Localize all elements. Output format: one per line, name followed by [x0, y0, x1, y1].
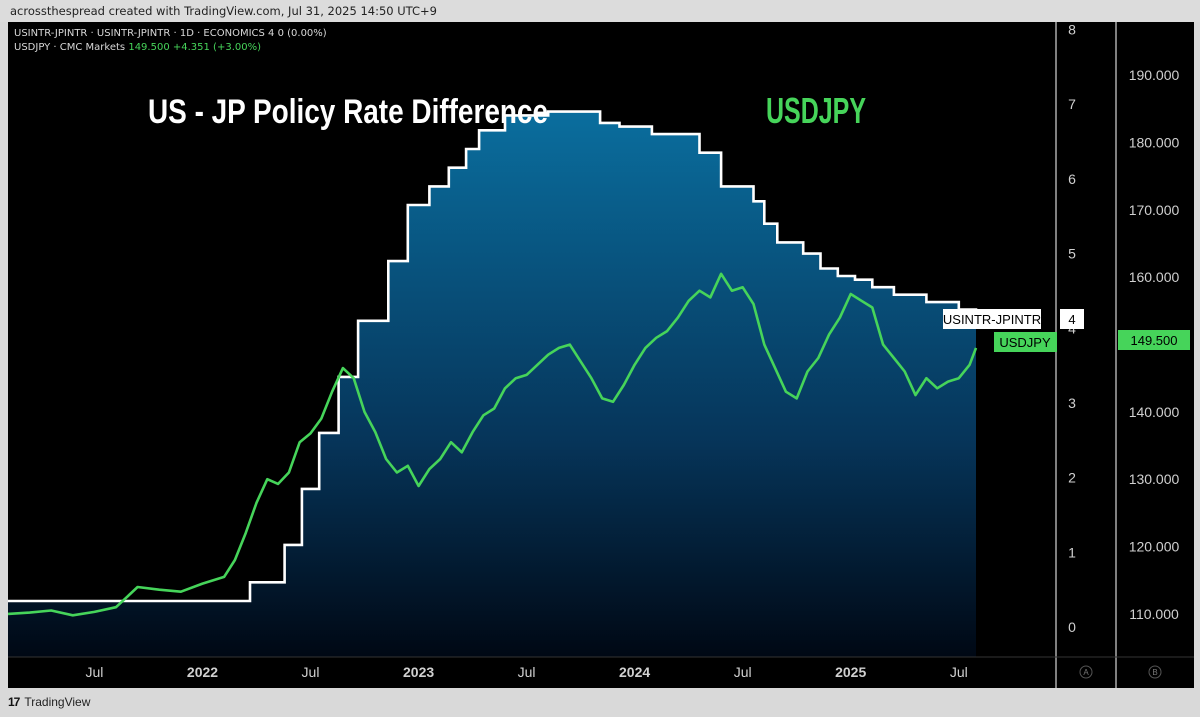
tradingview-logo-icon: 17	[8, 695, 20, 709]
legend-line-1[interactable]: USINTR-JPINTR · USINTR-JPINTR · 1D · ECO…	[14, 28, 327, 39]
time-tick-label: Jul	[85, 664, 103, 680]
axis-letter-b[interactable]: B	[1148, 665, 1162, 679]
svg-text:B: B	[1152, 668, 1157, 677]
time-tick-label: Jul	[734, 664, 752, 680]
time-tick-label: 2022	[187, 664, 218, 680]
right-tick-label: 140.000	[1129, 404, 1180, 420]
rate-diff-area	[8, 111, 976, 658]
usdjpy-last-label[interactable]: USDJPY 149.500	[994, 330, 1190, 352]
svg-text:A: A	[1083, 668, 1089, 677]
axis-letter-a[interactable]: A	[1079, 665, 1093, 679]
right-tick-label: 180.000	[1129, 135, 1180, 151]
left-tick-label: 1	[1068, 544, 1076, 560]
rate-last-value: 4	[1068, 312, 1075, 327]
legend-rate-symbol: USINTR-JPINTR · USINTR-JPINTR · 1D · ECO…	[14, 28, 265, 39]
usdjpy-last-value: 149.500	[1131, 333, 1178, 348]
right-tick-label: 190.000	[1129, 67, 1180, 83]
time-axis-ticks: Jul 2022 Jul 2023 Jul 2024 Jul 2025 Jul	[85, 664, 967, 680]
usdjpy-line[interactable]	[8, 272, 978, 617]
right-tick-label: 160.000	[1129, 269, 1180, 285]
legend-line-2[interactable]: USDJPY · CMC Markets 149.500 +4.351 (+3.…	[14, 42, 261, 53]
left-tick-label: 2	[1068, 470, 1076, 486]
right-tick-label: 130.000	[1129, 471, 1180, 487]
watermark-text: acrossthespread created with TradingView…	[10, 4, 437, 18]
usdjpy-last-label-text: USDJPY	[999, 335, 1051, 350]
footer-bar: 17 TradingView	[0, 688, 1200, 717]
tradingview-brand[interactable]: 17 TradingView	[8, 695, 90, 709]
rate-last-label[interactable]: USINTR-JPINTR 4	[943, 309, 1084, 329]
watermark-bar: acrossthespread created with TradingView…	[0, 0, 1200, 22]
chart-title-left: US - JP Policy Rate Difference	[148, 93, 548, 131]
chart-panel[interactable]: 012345678 110.000120.000130.000140.00015…	[8, 22, 1194, 688]
time-tick-label: 2025	[835, 664, 866, 680]
legend-usdjpy-change: +4.351 (+3.00%)	[172, 42, 262, 53]
rate-diff-line[interactable]	[8, 110, 978, 603]
legend-usdjpy-price: 149.500	[128, 42, 170, 53]
time-tick-label: Jul	[518, 664, 536, 680]
left-tick-label: 8	[1068, 22, 1076, 38]
left-tick-label: 7	[1068, 96, 1076, 112]
right-tick-label: 110.000	[1129, 606, 1179, 622]
right-axis-ticks: 110.000120.000130.000140.000150.000160.0…	[1129, 67, 1180, 622]
left-tick-label: 6	[1068, 171, 1076, 187]
left-tick-label: 3	[1068, 395, 1076, 411]
tradingview-brand-text: TradingView	[24, 695, 91, 709]
rate-last-label-text: USINTR-JPINTR	[943, 312, 1041, 327]
legend-rate-value: 4 0 (0.00%)	[268, 28, 327, 39]
time-tick-label: 2024	[619, 664, 650, 680]
chart-svg[interactable]: 012345678 110.000120.000130.000140.00015…	[8, 22, 1194, 688]
time-tick-label: Jul	[950, 664, 968, 680]
left-tick-label: 0	[1068, 619, 1076, 635]
legend-usdjpy-symbol: USDJPY · CMC Markets	[14, 42, 126, 53]
chart-title-right: USDJPY	[766, 90, 866, 131]
time-tick-label: Jul	[302, 664, 320, 680]
right-tick-label: 120.000	[1129, 539, 1180, 555]
right-tick-label: 170.000	[1129, 202, 1180, 218]
left-tick-label: 5	[1068, 246, 1076, 262]
time-tick-label: 2023	[403, 664, 434, 680]
